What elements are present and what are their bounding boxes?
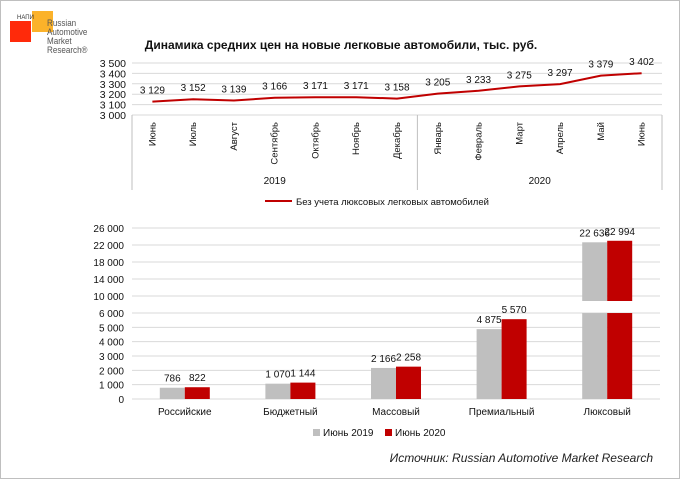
bar <box>184 387 210 399</box>
logo-red-square <box>10 21 31 42</box>
chart-title: Динамика средних цен на новые легковые а… <box>144 38 538 52</box>
source-note: Источник: Russian Automotive Market Rese… <box>389 451 653 465</box>
y-tick-label: 3 300 <box>100 79 126 91</box>
y-tick-label: 4 000 <box>99 338 124 349</box>
bar <box>290 382 316 399</box>
data-label: 3 166 <box>262 82 287 93</box>
data-label: 22 994 <box>604 227 635 238</box>
x-tick-label: Март <box>514 121 525 144</box>
y-tick-label: 6 000 <box>99 309 124 320</box>
bar-lower-segment <box>582 313 608 399</box>
data-label: 3 297 <box>548 68 573 79</box>
data-label: 3 171 <box>344 81 369 92</box>
data-label: 3 205 <box>425 78 450 89</box>
legend-swatch <box>385 429 392 436</box>
x-tick-label: Январь <box>433 122 444 155</box>
x-tick-label: Сентябрь <box>270 122 281 165</box>
bar <box>159 387 185 399</box>
bar <box>371 367 396 399</box>
x-tick-label: Российские <box>158 407 212 418</box>
y-tick-label: 3 000 <box>100 110 126 122</box>
y-tick-label: 22 000 <box>93 241 124 252</box>
data-label: 2 166 <box>371 354 396 365</box>
group-label: 2020 <box>529 176 552 187</box>
data-label: 3 129 <box>140 86 165 97</box>
bar-lower-segment <box>607 313 633 399</box>
data-label: 3 158 <box>384 83 409 94</box>
y-tick-label: 3 200 <box>100 89 126 101</box>
y-tick-label: 3 000 <box>99 352 124 363</box>
bar <box>396 366 421 399</box>
y-tick-label: 0 <box>118 395 124 406</box>
x-tick-label: Июнь <box>637 122 648 146</box>
y-tick-label: 3 500 <box>100 58 126 70</box>
logo-orange-square <box>32 11 53 32</box>
data-label: 2 258 <box>396 353 421 364</box>
data-label: 3 233 <box>466 75 491 86</box>
legend-label: Июнь 2019 <box>323 428 374 439</box>
x-tick-label: Премиальный <box>469 407 535 418</box>
x-tick-label: Июль <box>188 122 199 146</box>
data-label: 22 636 <box>579 228 610 239</box>
y-tick-label: 1 000 <box>99 381 124 392</box>
data-label: 3 275 <box>507 70 532 81</box>
x-tick-label: Апрель <box>555 122 566 154</box>
data-label: 822 <box>189 373 206 384</box>
bar-upper-segment <box>582 242 608 301</box>
x-tick-label: Массовый <box>372 407 420 418</box>
y-tick-label: 5 000 <box>99 323 124 334</box>
bar <box>476 329 502 399</box>
data-label: 1 144 <box>290 369 315 380</box>
x-tick-label: Октябрь <box>310 122 321 159</box>
data-label: 3 379 <box>588 60 613 71</box>
ramr-logo: НАПИ Russian Automotive Market Research® <box>10 11 110 71</box>
data-label: 3 402 <box>629 57 654 68</box>
x-tick-label: Февраль <box>474 122 485 161</box>
legend-label: Без учета люксовых легковых автомобилей <box>296 197 489 208</box>
legend-swatch <box>313 429 320 436</box>
legend-label: Июнь 2020 <box>395 428 446 439</box>
x-tick-label: Май <box>596 122 607 141</box>
y-tick-label: 2 000 <box>99 366 124 377</box>
data-label: 3 139 <box>221 85 246 96</box>
bar-upper-segment <box>607 240 633 301</box>
data-label: 5 570 <box>502 305 527 316</box>
bar <box>501 319 527 399</box>
x-tick-label: Люксовый <box>584 407 631 418</box>
x-tick-label: Июнь <box>147 122 158 146</box>
x-tick-label: Бюджетный <box>263 407 317 418</box>
y-tick-label: 3 100 <box>100 100 126 112</box>
group-label: 2019 <box>264 176 287 187</box>
data-label: 3 152 <box>181 83 206 94</box>
data-label: 3 171 <box>303 81 328 92</box>
y-tick-label: 18 000 <box>93 258 124 269</box>
data-label: 786 <box>164 374 181 385</box>
x-tick-label: Август <box>229 121 240 150</box>
x-tick-label: Декабрь <box>392 122 403 159</box>
bar <box>265 383 291 399</box>
logo-text: Russian Automotive Market Research® <box>47 18 88 56</box>
series-line <box>152 72 642 103</box>
y-tick-label: 10 000 <box>93 292 124 303</box>
x-tick-label: Ноябрь <box>351 122 362 155</box>
y-tick-label: 3 400 <box>100 68 126 80</box>
y-tick-label: 14 000 <box>93 275 124 286</box>
data-label: 1 070 <box>265 370 290 381</box>
logo-nami: НАПИ <box>17 15 34 21</box>
y-tick-label: 26 000 <box>93 224 124 235</box>
data-label: 4 875 <box>477 315 502 326</box>
